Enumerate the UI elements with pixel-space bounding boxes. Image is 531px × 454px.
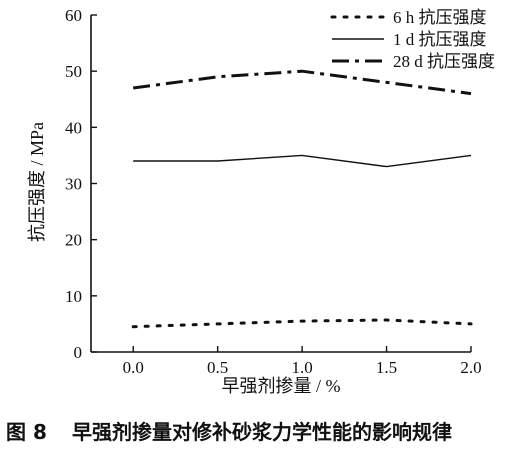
- series-line-3: [133, 69, 472, 96]
- y-tick-label: 50: [65, 62, 82, 81]
- x-tick-label: 2.0: [460, 358, 481, 377]
- legend-label-2: 1 d 抗压强度: [393, 30, 487, 49]
- series-lines: [131, 69, 473, 329]
- y-tick-label: 0: [74, 343, 83, 362]
- x-tick-label: 0.5: [207, 358, 228, 377]
- x-tick-label: 1.0: [291, 358, 312, 377]
- x-tick-label: 1.5: [376, 358, 397, 377]
- series-line-1: [131, 318, 473, 329]
- y-tick-label: 20: [65, 231, 82, 250]
- y-tick-label: 30: [65, 175, 82, 194]
- y-tick-label: 10: [65, 287, 82, 306]
- figure-number: 图 8: [6, 420, 47, 444]
- legend-label-3: 28 d 抗压强度: [393, 52, 495, 71]
- ticks: 0 10 20 30 40 50 60 0.0 0.5 1.0 1.5 2.0: [65, 6, 482, 377]
- legend: 6 h 抗压强度 1 d 抗压强度 28 d 抗压强度: [330, 8, 495, 71]
- y-axis-title: 抗压强度 / MPa: [27, 122, 47, 242]
- figure-caption: 早强剂掺量对修补砂浆力学性能的影响规律: [72, 420, 452, 444]
- y-tick-label: 60: [65, 6, 82, 25]
- x-axis-title: 早强剂掺量 / %: [222, 376, 341, 396]
- series-line-2: [133, 154, 472, 168]
- legend-label-1: 6 h 抗压强度: [393, 8, 487, 27]
- y-tick-label: 40: [65, 118, 82, 137]
- x-tick-label: 0.0: [123, 358, 144, 377]
